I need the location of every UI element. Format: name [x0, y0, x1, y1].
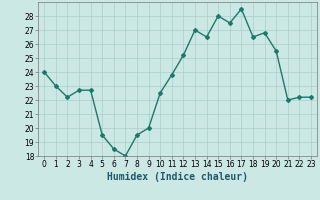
X-axis label: Humidex (Indice chaleur): Humidex (Indice chaleur)	[107, 172, 248, 182]
